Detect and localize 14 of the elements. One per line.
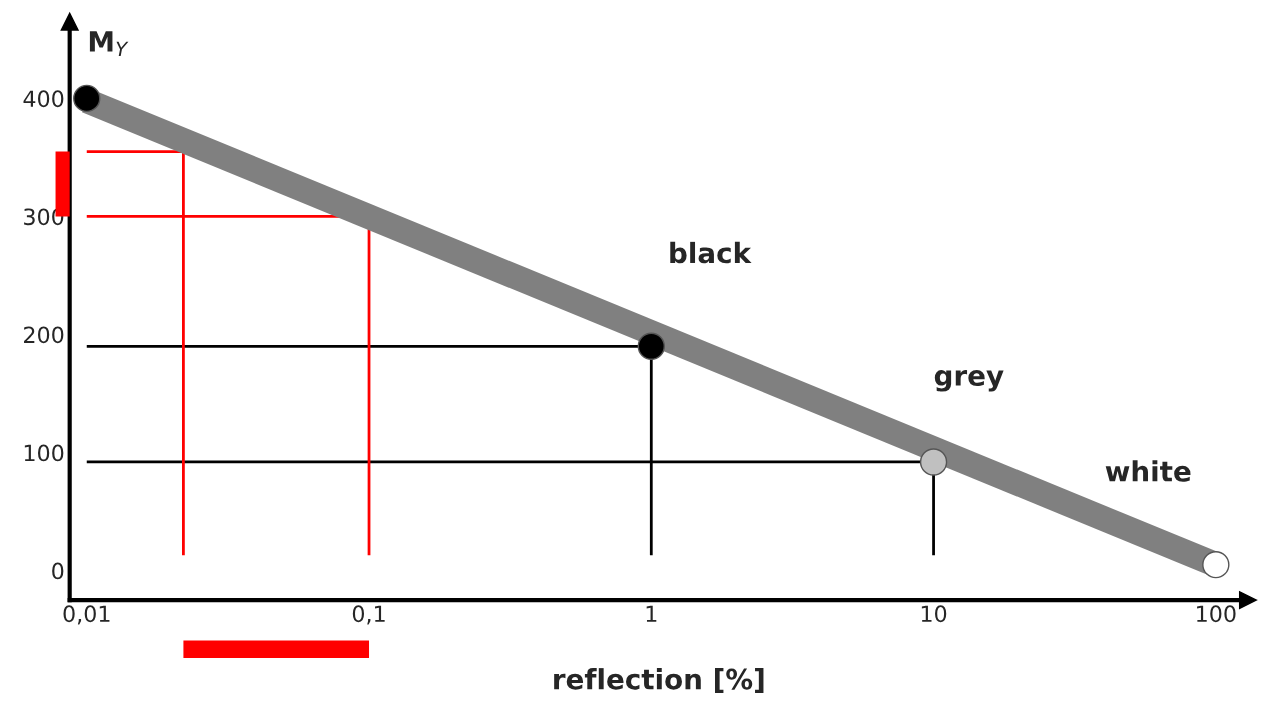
x-tick-label: 0,01 xyxy=(63,605,110,625)
x-tick-label: 10 xyxy=(921,605,947,623)
annotation: white xyxy=(1105,460,1191,482)
x-tick-label: 1 xyxy=(646,605,657,622)
annotation: grey xyxy=(934,370,1004,392)
y-tick-label: 400 xyxy=(23,90,64,108)
y-axis-title: M$_{Y}$ xyxy=(89,31,129,56)
x-tick-label: 100 xyxy=(1197,605,1236,623)
y-tick-label: 100 xyxy=(24,444,64,462)
y-tick-label: 200 xyxy=(24,326,64,344)
x-axis-title: reflection [%] xyxy=(554,668,764,693)
annotation: black xyxy=(670,241,752,264)
x-tick-label: 0,1 xyxy=(352,605,385,625)
y-tick-label: 0 xyxy=(52,562,64,580)
